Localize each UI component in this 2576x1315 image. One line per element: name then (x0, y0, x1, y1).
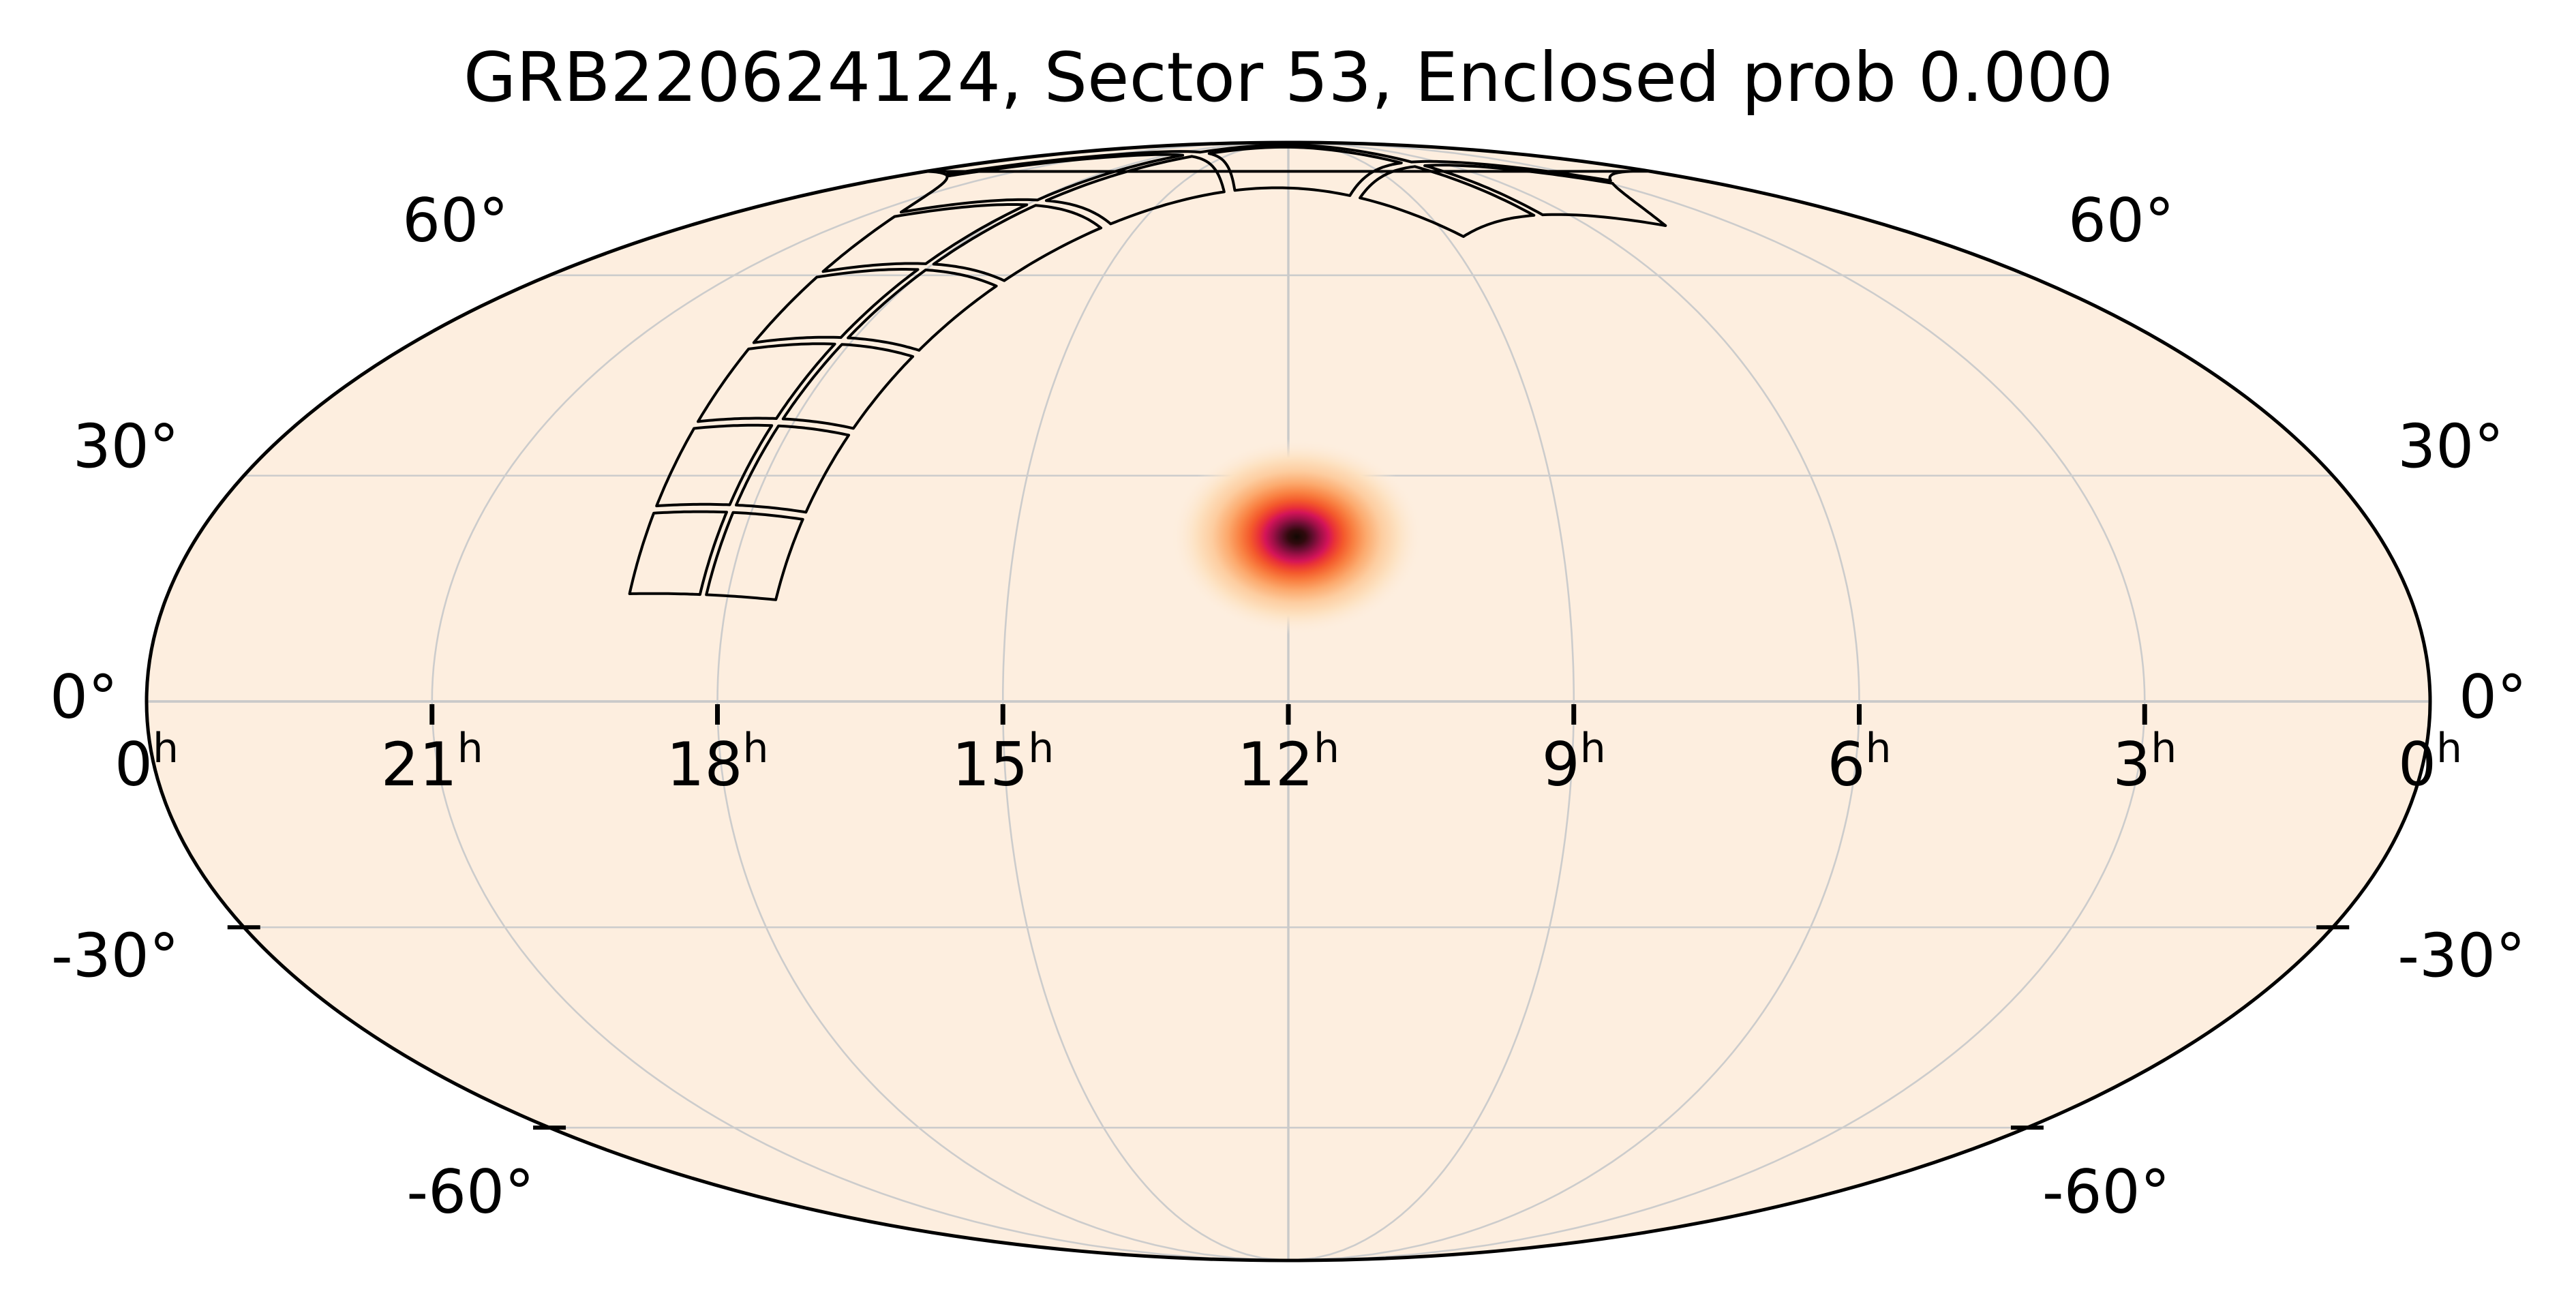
dec-label-right--60: -60° (2042, 1157, 2170, 1227)
dec-label-left-60: 60° (402, 185, 509, 256)
ra-label-18h: 18h (666, 725, 768, 800)
map-outline (145, 140, 2432, 1263)
dec-label-right-30: 30° (2397, 412, 2504, 482)
axis-labels: 60° 60° 30° 30° 0° 0° -30° -30° -60° -60° 0h 21h 18h… (50, 185, 2527, 1227)
ra-label-3h: 3h (2112, 725, 2177, 800)
dec-label-right-60: 60° (2068, 185, 2175, 256)
ra-label-6h: 6h (1827, 725, 1891, 800)
ra-label-0h: 0h (2398, 725, 2462, 800)
dec-label-left-30: 30° (73, 412, 179, 482)
ra-label-12h: 12h (1237, 725, 1339, 800)
dec-label-right-0: 0° (2459, 662, 2527, 732)
axis-ticks (227, 704, 2350, 1130)
plot-title: GRB220624124, Sector 53, Enclosed prob 0… (464, 37, 2113, 117)
dec-label-right--30: -30° (2397, 920, 2526, 991)
ra-label-24h: 0h (115, 725, 179, 800)
ra-label-9h: 9h (1542, 725, 1606, 800)
probability-blob (1170, 438, 1424, 635)
tess-footprints (628, 143, 1667, 601)
ra-label-15h: 15h (952, 725, 1054, 800)
dec-label-left-0: 0° (50, 662, 118, 732)
ra-label-21h: 21h (381, 725, 483, 800)
dec-label-left--60: -60° (406, 1157, 534, 1227)
dec-label-left--30: -30° (51, 920, 179, 991)
